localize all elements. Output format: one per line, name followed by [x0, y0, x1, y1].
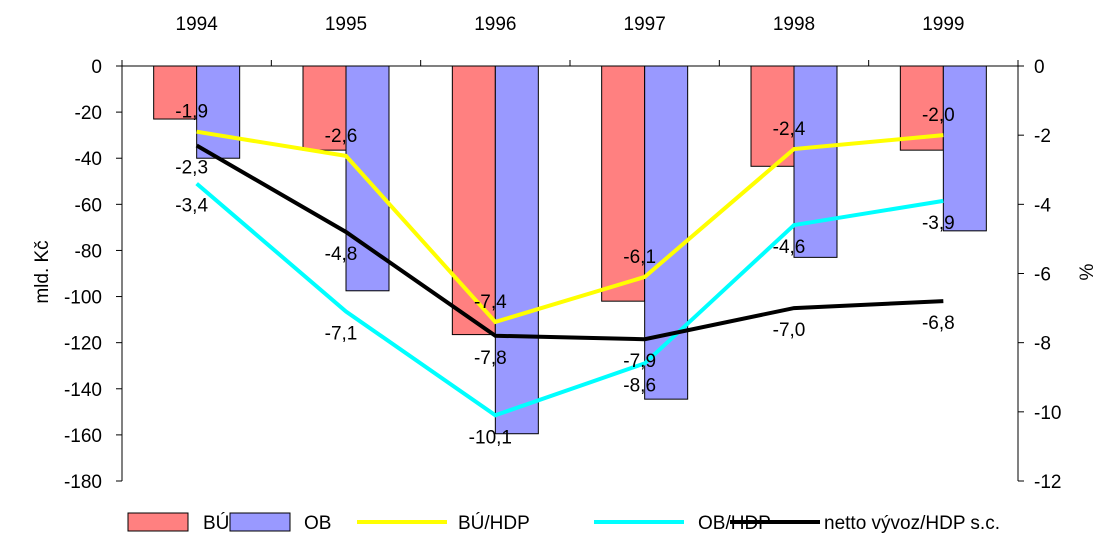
axes-layer: 0 -20 -40 -60 -80 -100 -120 -140 -160 -180 0 -2 -4 -6… [64, 14, 1062, 493]
x-tick-label: 1997 [624, 14, 666, 35]
legend-label-BÚ/HDP: BÚ/HDP [458, 512, 530, 534]
y-tick-label-right: -8 [1034, 334, 1051, 355]
bars-layer [153, 65, 987, 435]
data-label-netto vývoz/HDP s.c.: -2,3 [175, 158, 208, 179]
bar-OB-1996 [494, 65, 539, 435]
x-tick-label: 1994 [176, 14, 219, 35]
y-axis-title-right: % [1077, 263, 1098, 280]
data-label-OB/HDP: -10,1 [469, 427, 512, 448]
y-tick-label-right: -4 [1034, 195, 1051, 216]
legend-label-netto vývoz/HDP s.c.: netto vývoz/HDP s.c. [824, 513, 1000, 534]
data-label-OB/HDP: -4,6 [773, 237, 806, 258]
line-BÚ/HDP [196, 129, 944, 325]
x-tick-label: 1998 [773, 14, 815, 35]
data-label-OB/HDP: -3,9 [922, 213, 955, 234]
data-label-netto vývoz/HDP s.c.: -7,9 [623, 351, 656, 372]
y-tick-label-left: -40 [75, 149, 102, 170]
data-label-BÚ/HDP: -1,9 [175, 102, 208, 123]
y-tick-label-right: -6 [1034, 265, 1051, 286]
y-tick-label-right: -10 [1034, 403, 1061, 424]
data-label-BÚ/HDP: -2,4 [773, 119, 806, 140]
bar-BÚ-1998 [750, 65, 795, 167]
data-label-BÚ/HDP: -2,6 [325, 126, 358, 147]
x-tick-label: 1999 [922, 14, 964, 35]
bar-BÚ-1994 [153, 65, 198, 120]
y-tick-label-left: -20 [75, 103, 102, 124]
y-tick-label-left: 0 [91, 57, 102, 78]
legend-label-BÚ: BÚ [203, 512, 229, 534]
y-tick-label-right: 0 [1034, 57, 1045, 78]
legend-swatch-OB [229, 512, 291, 532]
data-label-BÚ/HDP: -6,1 [623, 247, 656, 268]
data-label-netto vývoz/HDP s.c.: -6,8 [922, 313, 955, 334]
y-tick-label-right: -12 [1034, 472, 1061, 493]
bar-OB-1999 [942, 65, 987, 232]
bar-OB-1998 [793, 65, 838, 258]
legend-label-OB: OB [304, 513, 331, 534]
bar-BÚ-1997 [601, 65, 646, 302]
data-label-netto vývoz/HDP s.c.: -7,8 [474, 348, 507, 369]
y-tick-label-left: -160 [64, 426, 102, 447]
y-axis-title-left: mld. Kč [32, 240, 53, 303]
bar-OB-1994 [196, 65, 241, 159]
y-tick-label-left: -120 [64, 334, 102, 355]
data-label-OB/HDP: -8,6 [623, 375, 656, 396]
y-tick-label-left: -100 [64, 288, 102, 309]
data-labels: -1,9 -2,6 -7,4 -6,1 -2,4 -2,0 -3,4 -7,1 -10,1 -8,… [175, 102, 954, 449]
data-label-BÚ/HDP: -7,4 [474, 292, 507, 313]
line-OB/HDP [195, 182, 944, 418]
y-tick-label-left: -180 [64, 472, 102, 493]
data-label-OB/HDP: -7,1 [325, 324, 358, 345]
data-label-OB/HDP: -3,4 [175, 196, 208, 217]
y-tick-label-left: -80 [75, 241, 102, 262]
data-label-netto vývoz/HDP s.c.: -4,8 [325, 244, 358, 265]
legend-swatch-BÚ [127, 512, 189, 532]
lines-layer [195, 129, 944, 418]
y-tick-label-left: -60 [75, 195, 102, 216]
data-label-BÚ/HDP: -2,0 [922, 105, 955, 126]
y-tick-label-left: -140 [64, 380, 102, 401]
x-tick-label: 1995 [325, 14, 367, 35]
x-tick-label: 1996 [474, 14, 516, 35]
y-tick-label-right: -2 [1034, 126, 1051, 147]
line-netto vývoz/HDP s.c. [195, 143, 944, 342]
data-label-netto vývoz/HDP s.c.: -7,0 [773, 320, 806, 341]
bar-OB-1997 [644, 65, 689, 400]
bar-BÚ-1995 [302, 65, 347, 151]
